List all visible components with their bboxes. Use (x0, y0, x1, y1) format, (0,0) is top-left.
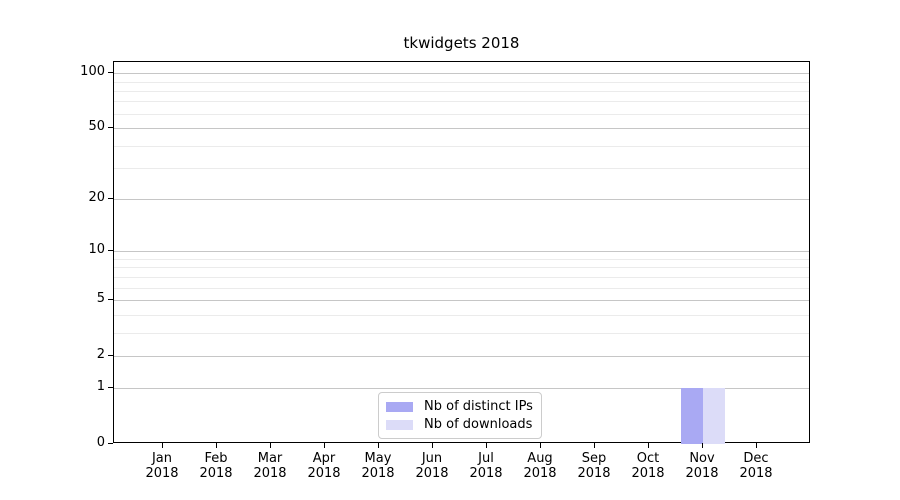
x-axis-tick-mark (486, 443, 487, 448)
x-tick-year: 2018 (631, 466, 665, 481)
gridline-major (114, 251, 809, 253)
x-tick-year: 2018 (577, 466, 611, 481)
x-tick-month: Aug (527, 451, 553, 466)
gridline-major (114, 73, 809, 75)
x-tick-month: Jan (151, 451, 173, 466)
x-axis-tick-mark (162, 443, 163, 448)
x-axis-tick-mark (270, 443, 271, 448)
x-tick-month: Feb (204, 451, 228, 466)
gridline-minor (114, 276, 809, 278)
x-axis-tick-mark (378, 443, 379, 448)
x-axis-tick-label: Oct 2018 (620, 451, 676, 481)
x-tick-year: 2018 (145, 466, 179, 481)
gridline-minor (114, 332, 809, 334)
legend-label-downloads: Nb of downloads (424, 417, 533, 432)
gridline-minor (114, 287, 809, 289)
x-axis-tick-mark (756, 443, 757, 448)
y-axis-tick-label: 5 (96, 291, 105, 306)
y-axis-tick-label: 1 (96, 379, 105, 395)
x-axis-tick-mark (540, 443, 541, 448)
y-axis-tick-mark (108, 354, 113, 356)
x-tick-month: Oct (636, 451, 660, 466)
gridline-minor (114, 267, 809, 269)
x-tick-month: Dec (743, 451, 769, 466)
gridline-minor (114, 145, 809, 147)
x-axis-tick-label: Nov 2018 (674, 451, 730, 481)
gridline-minor (114, 101, 809, 103)
legend-swatch-downloads (386, 419, 413, 430)
x-axis-tick-label: Jan 2018 (134, 451, 190, 481)
x-tick-year: 2018 (469, 466, 503, 481)
gridline-minor (114, 113, 809, 115)
x-axis-tick-label: Sep 2018 (566, 451, 622, 481)
plot-area (113, 61, 810, 444)
y-axis-tick-mark (108, 198, 113, 200)
x-axis-tick-label: Mar 2018 (242, 451, 298, 481)
legend-swatch-distinct-ips (386, 401, 413, 412)
x-tick-year: 2018 (523, 466, 557, 481)
x-tick-month: Sep (581, 451, 607, 466)
x-axis-tick-mark (702, 443, 703, 448)
x-tick-year: 2018 (199, 466, 233, 481)
gridline-major (114, 355, 809, 357)
bar-downloads (703, 388, 725, 444)
x-tick-year: 2018 (415, 466, 449, 481)
x-axis-tick-label: Feb 2018 (188, 451, 244, 481)
x-tick-year: 2018 (685, 466, 719, 481)
gridline-minor (114, 314, 809, 316)
gridline-minor (114, 81, 809, 83)
gridline-minor (114, 259, 809, 260)
x-tick-month: Apr (312, 451, 336, 466)
gridline-major (114, 128, 809, 129)
y-axis-tick-mark (108, 387, 113, 389)
x-axis-tick-label: Aug 2018 (512, 451, 568, 481)
x-tick-year: 2018 (361, 466, 395, 481)
x-tick-month: Jun (421, 451, 443, 466)
x-axis-tick-label: Apr 2018 (296, 451, 352, 481)
legend-label-distinct-ips: Nb of distinct IPs (424, 399, 533, 414)
legend-item-downloads: Nb of downloads (386, 417, 533, 432)
y-axis-tick-label: 20 (88, 190, 105, 206)
legend-item-distinct-ips: Nb of distinct IPs (386, 399, 533, 414)
y-axis-tick-label: 2 (96, 346, 105, 362)
y-axis-tick-label: 0 (96, 435, 105, 450)
x-tick-year: 2018 (307, 466, 341, 481)
x-axis-tick-mark (216, 443, 217, 448)
y-axis-tick-mark (108, 250, 113, 252)
x-tick-year: 2018 (253, 466, 287, 481)
x-axis-tick-mark (432, 443, 433, 448)
gridline-major (114, 300, 809, 301)
gridline-major (114, 388, 809, 390)
x-tick-month: Nov (689, 451, 715, 466)
chart-title: tkwidgets 2018 (403, 34, 520, 52)
x-axis-tick-label: Jun 2018 (404, 451, 460, 481)
x-tick-month: Jul (478, 451, 494, 466)
gridline-minor (114, 90, 809, 92)
x-axis-tick-label: Dec 2018 (728, 451, 784, 481)
bar-distinct-ips (681, 388, 703, 444)
y-axis-tick-mark (108, 299, 113, 300)
y-axis-tick-label: 50 (88, 119, 105, 134)
x-axis-tick-mark (648, 443, 649, 448)
x-axis-tick-mark (324, 443, 325, 448)
gridline-minor (114, 168, 809, 169)
x-axis-tick-label: Jul 2018 (458, 451, 514, 481)
y-axis-tick-label: 10 (88, 242, 105, 258)
y-axis-tick-mark (108, 72, 113, 74)
y-axis-tick-mark (108, 127, 113, 128)
x-axis-tick-mark (594, 443, 595, 448)
x-axis-tick-label: May 2018 (350, 451, 406, 481)
y-axis-tick-mark (108, 443, 113, 444)
legend: Nb of distinct IPs Nb of downloads (378, 392, 542, 439)
gridline-major (114, 199, 809, 201)
x-tick-year: 2018 (739, 466, 773, 481)
y-axis-tick-label: 100 (80, 64, 105, 80)
x-tick-month: Mar (257, 451, 283, 466)
x-tick-month: May (364, 451, 392, 466)
